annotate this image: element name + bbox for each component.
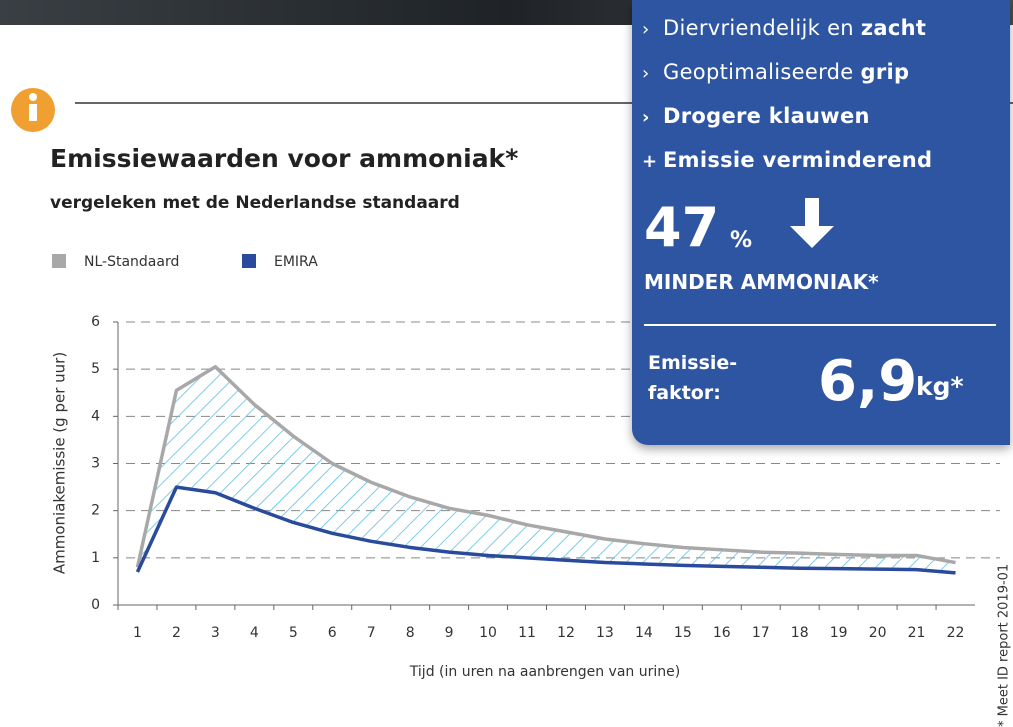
x-tick-label: 3	[211, 625, 220, 641]
x-tick-label: 15	[674, 625, 692, 641]
x-tick-label: 5	[289, 625, 298, 641]
feature-bold: zacht	[861, 16, 926, 40]
x-tick-label: 6	[328, 625, 337, 641]
factor-unit: kg*	[916, 372, 964, 401]
feature-marker: ›	[642, 19, 663, 40]
chart-title: Emissiewaarden voor ammoniak*	[50, 144, 518, 173]
x-tick-label: 7	[367, 625, 376, 641]
x-tick-label: 14	[635, 625, 653, 641]
reduction-value: 47	[644, 198, 719, 258]
legend-label: EMIRA	[274, 254, 318, 270]
x-axis-label: Tijd (in uren na aanbrengen van urine)	[409, 664, 680, 680]
feature-marker: +	[642, 151, 663, 172]
feature: +Emissie verminderend	[642, 148, 932, 172]
x-tick-label: 13	[596, 625, 614, 641]
factor-label: Emissie-	[648, 352, 737, 374]
x-tick-label: 21	[908, 625, 926, 641]
feature-bold: grip	[861, 60, 910, 84]
feature-panel: ›Diervriendelijk en zacht›Geoptimaliseer…	[632, 0, 1010, 445]
panel-rule	[644, 324, 996, 326]
x-tick-label: 1	[133, 625, 142, 641]
x-tick-label: 16	[713, 625, 731, 641]
factor-value: 6,9	[818, 350, 917, 414]
x-tick-label: 18	[791, 625, 809, 641]
feature-bold: Emissie verminderend	[663, 148, 932, 172]
feature: ›Geoptimaliseerde grip	[642, 60, 909, 84]
x-tick-label: 4	[250, 625, 259, 641]
feature-marker: ›	[642, 107, 663, 128]
feature-bold: Drogere klauwen	[663, 104, 870, 128]
y-tick-label: 6	[91, 314, 100, 330]
feature: ›Drogere klauwen	[642, 104, 870, 128]
footnote: * Meet ID report 2019-01	[997, 564, 1012, 727]
y-tick-label: 0	[91, 597, 100, 613]
legend-label: NL-Standaard	[84, 254, 179, 270]
feature-text: Geoptimaliseerde	[663, 60, 861, 84]
page: Emissiewaarden voor ammoniak* vergeleken…	[0, 0, 1013, 727]
legend-swatch	[52, 254, 66, 268]
reduction-unit: %	[730, 228, 752, 253]
x-tick-label: 9	[445, 625, 454, 641]
x-tick-label: 17	[752, 625, 770, 641]
x-tick-label: 11	[518, 625, 536, 641]
x-tick-label: 8	[406, 625, 415, 641]
y-axis-label: Ammoniakemissie (g per uur)	[51, 352, 69, 574]
x-tick-label: 22	[947, 625, 965, 641]
x-tick-label: 2	[172, 625, 181, 641]
down-arrow	[788, 198, 836, 250]
feature: ›Diervriendelijk en zacht	[642, 16, 926, 40]
chart-subtitle: vergeleken met de Nederlandse standaard	[50, 193, 460, 213]
y-tick-label: 4	[91, 408, 100, 424]
x-tick-label: 19	[830, 625, 848, 641]
x-tick-label: 12	[557, 625, 575, 641]
info-icon	[11, 88, 55, 132]
legend-swatch	[242, 254, 256, 268]
feature-marker: ›	[642, 63, 663, 84]
x-tick-label: 10	[479, 625, 497, 641]
factor-label: faktor:	[648, 382, 721, 404]
y-tick-label: 3	[91, 456, 100, 472]
x-tick-label: 20	[869, 625, 887, 641]
reduction-label: MINDER AMMONIAK*	[644, 270, 879, 294]
y-tick-label: 5	[91, 361, 100, 377]
feature-text: Diervriendelijk en	[663, 16, 861, 40]
y-tick-label: 1	[91, 550, 100, 566]
y-tick-label: 2	[91, 503, 100, 519]
